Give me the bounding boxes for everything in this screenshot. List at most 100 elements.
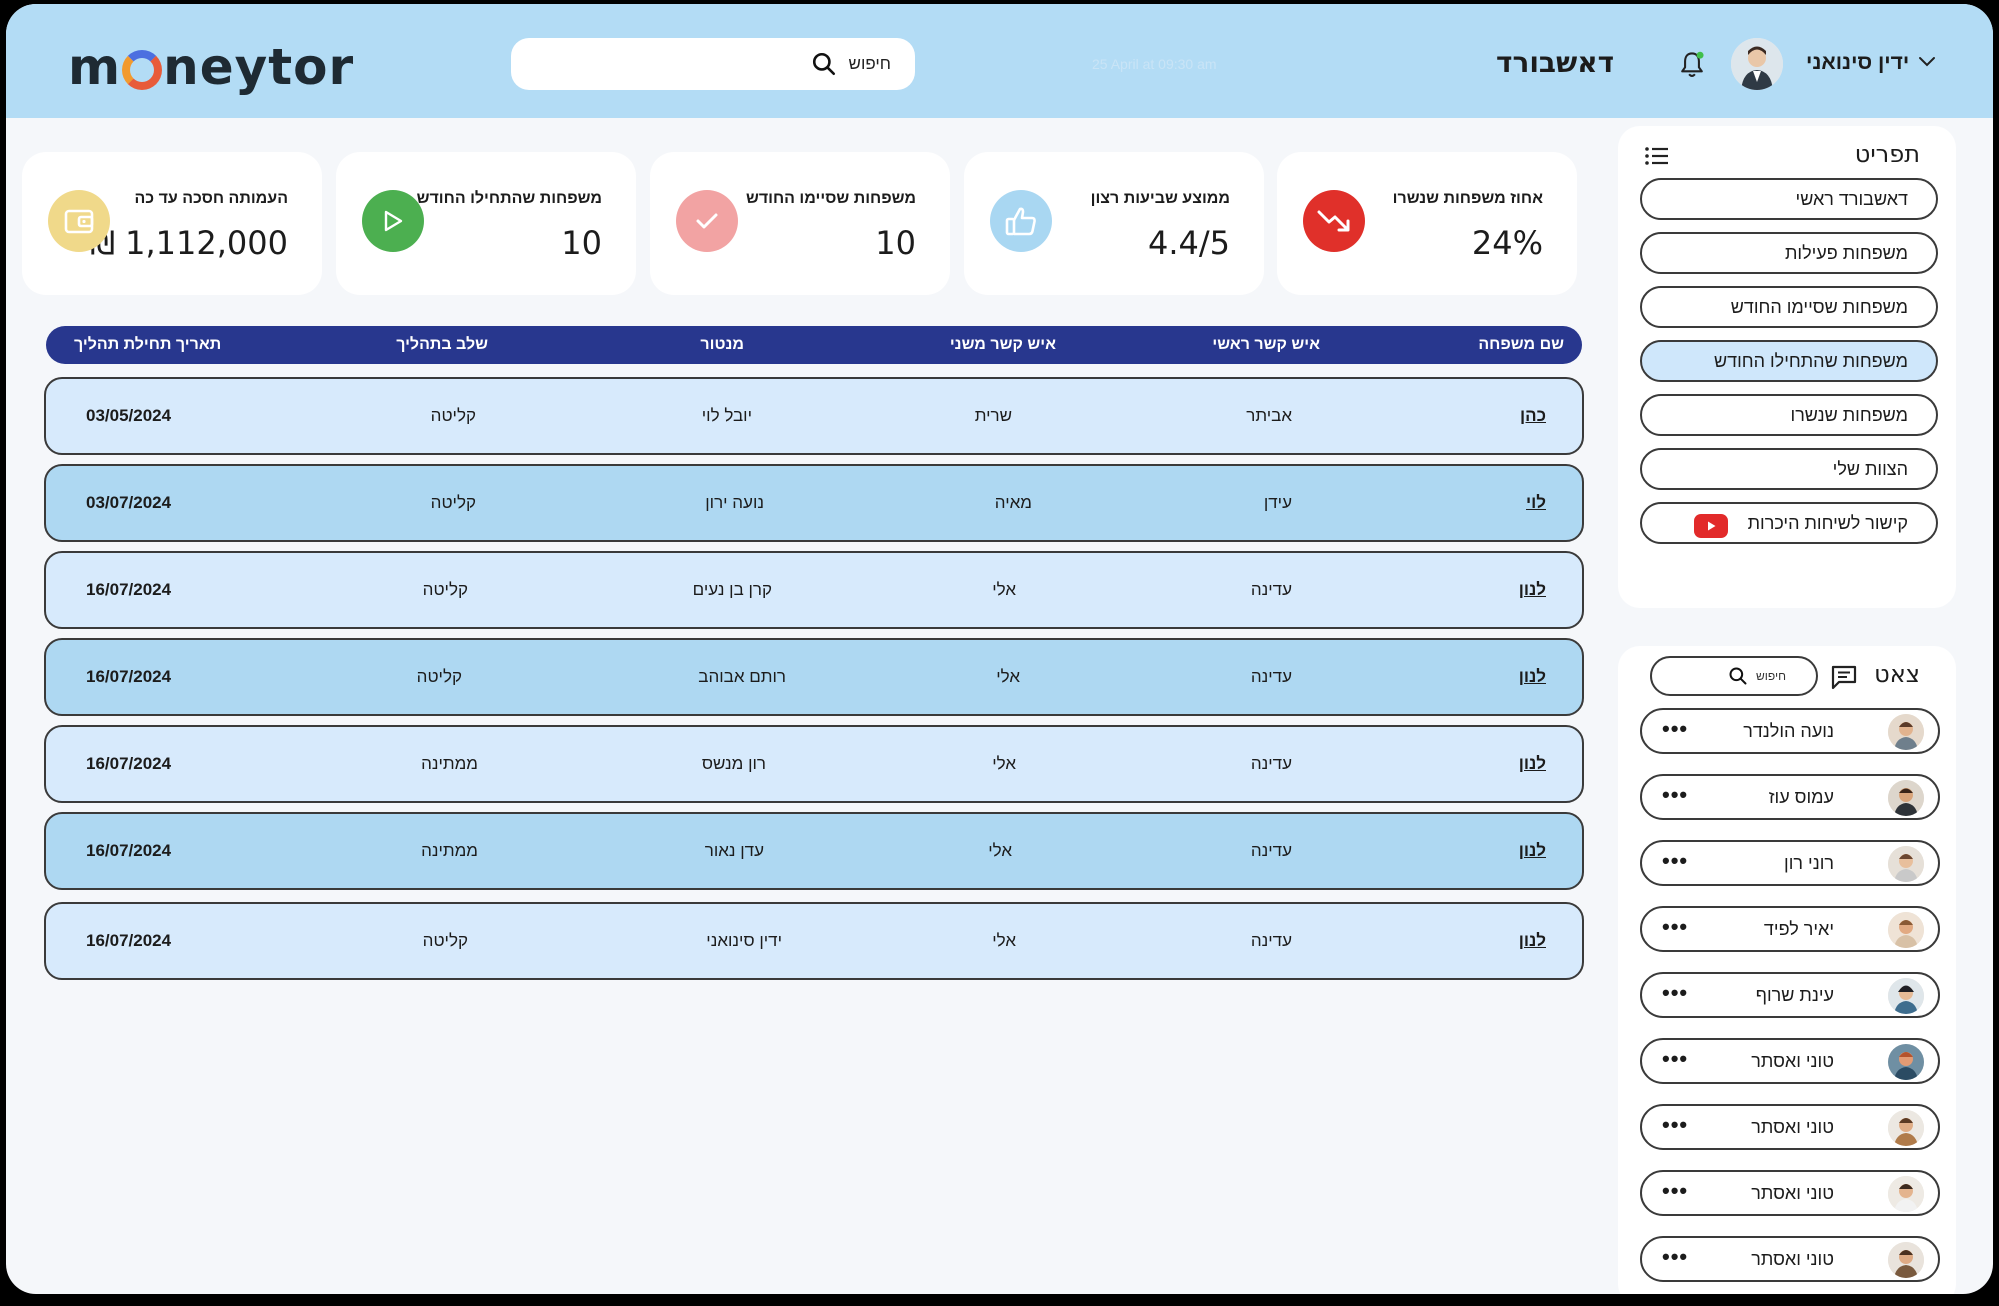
cell-contact2: מאיה [994,493,1032,512]
col-header-family[interactable]: שם משפחה [1478,336,1564,353]
menu-item-active-families[interactable]: משפחות פעילות [1640,232,1938,274]
chat-contact[interactable]: טוני ואסתר ••• [1640,1104,1940,1150]
more-options-icon[interactable]: ••• [1662,782,1689,807]
stat-icon-bg [1303,190,1365,252]
cell-family[interactable]: לנון [1518,580,1546,599]
search-placeholder: חיפוש [848,54,891,73]
page-title: דאשבורד [1496,46,1615,79]
more-options-icon[interactable]: ••• [1662,848,1689,873]
chat-contact[interactable]: טוני ואסתר ••• [1640,1038,1940,1084]
stat-icon-bg [48,190,110,252]
contact-avatar [1888,1110,1924,1146]
menu-item-label: משפחות שנשרו [1790,404,1908,425]
col-header-contact1[interactable]: איש קשר ראשי [1212,336,1320,353]
menu-item-main-dashboard[interactable]: דאשבורד ראשי [1640,178,1938,220]
user-avatar[interactable] [1731,38,1783,90]
search-input[interactable]: חיפוש [511,38,915,90]
cell-start: 16/07/2024 [86,754,172,773]
stat-label: העמותה חסכה עד כה [134,190,288,207]
stat-value: 10 [561,224,602,262]
cell-contact2: שרית [974,406,1012,425]
table-row[interactable]: כהן אביתר שרית יובל לוי קליטה 03/05/2024 [44,377,1584,455]
cell-family[interactable]: לנון [1518,931,1546,950]
cell-family[interactable]: לוי [1526,493,1546,512]
cell-start: 16/07/2024 [86,841,172,860]
more-options-icon[interactable]: ••• [1662,914,1689,939]
trend-down-icon [1317,210,1350,232]
menu-title: תפריט [1854,140,1920,168]
cell-family[interactable]: לנון [1518,667,1546,686]
cell-contact1: עדינה [1250,580,1292,599]
chat-contact[interactable]: עמוס עוז ••• [1640,774,1940,820]
cell-contact2: אלי [992,580,1016,599]
stat-icon-bg [676,190,738,252]
table-row[interactable]: לנון עדינה אלי קרן בן נעים קליטה 16/07/2… [44,551,1584,629]
stat-value: 24% [1471,224,1543,262]
contact-avatar-icon [1888,912,1924,948]
chat-search-placeholder: חיפוש [1756,669,1786,683]
contact-name: יאיר לפיד [1763,919,1834,939]
stat-label: משפחות שהתחילו החודש [416,190,602,207]
chat-contact[interactable]: טוני ואסתר ••• [1640,1170,1940,1216]
contact-name: רוני רון [1784,853,1834,873]
menu-item-dropout-families[interactable]: משפחות שנשרו [1640,394,1938,436]
chat-bubble-icon[interactable] [1830,664,1858,690]
cell-mentor: עדן נאור [704,841,764,860]
table-row[interactable]: לנון עדינה אלי רון מנשס ממתינה 16/07/202… [44,725,1584,803]
cell-mentor: ידין סינואני [706,931,782,950]
stat-card-finished: משפחות שסיימו החודש 10 [650,152,950,295]
table-row[interactable]: לנון עדינה אלי עדן נאור ממתינה 16/07/202… [44,812,1584,890]
logo-ring-icon [122,50,163,90]
col-header-contact2[interactable]: איש קשר משני [949,336,1056,353]
menu-item-label: קישור לשיחות היכרות [1747,512,1908,533]
menu-item-my-team[interactable]: הצוות שלי [1640,448,1938,490]
chat-contact[interactable]: נועה הולנדר ••• [1640,708,1940,754]
cell-contact1: עידן [1263,493,1292,512]
contact-avatar-icon [1888,780,1924,816]
cell-start: 16/07/2024 [86,667,172,686]
more-options-icon[interactable]: ••• [1662,1178,1689,1203]
app-frame: m neytor חיפוש 25 April at 09:30 am דאשב… [6,4,1993,1294]
contact-name: עמוס עוז [1768,787,1834,807]
more-options-icon[interactable]: ••• [1662,1244,1689,1269]
menu-item-started-families[interactable]: משפחות שהתחילו החודש [1640,340,1938,382]
user-name[interactable]: ידין סינואני [1806,51,1910,74]
chat-contact[interactable]: רוני רון ••• [1640,840,1940,886]
contact-avatar [1888,1176,1924,1212]
cell-family[interactable]: לנון [1518,754,1546,773]
menu-item-intro-calls-link[interactable]: קישור לשיחות היכרות [1640,502,1938,544]
chat-search-input[interactable]: חיפוש [1650,656,1818,696]
table-row[interactable]: לוי עידן מאיה נועה ירון קליטה 03/07/2024 [44,464,1584,542]
col-header-stage[interactable]: שלב בתהליך [396,336,488,353]
list-icon[interactable] [1644,146,1670,166]
chat-contact[interactable]: טוני ואסתר ••• [1640,1236,1940,1282]
play-icon [384,210,403,232]
cell-contact1: אביתר [1246,406,1292,425]
table-row[interactable]: לנון עדינה אלי ידין סינואני קליטה 16/07/… [44,902,1584,980]
more-options-icon[interactable]: ••• [1662,716,1689,741]
table-row[interactable]: לנון עדינה אלי רותם אבוהב קליטה 16/07/20… [44,638,1584,716]
chevron-down-icon[interactable] [1918,56,1936,68]
more-options-icon[interactable]: ••• [1662,1112,1689,1137]
cell-contact1: עדינה [1250,931,1292,950]
more-options-icon[interactable]: ••• [1662,1046,1689,1071]
cell-family[interactable]: כהן [1519,406,1546,425]
contact-name: נועה הולנדר [1743,721,1834,741]
stat-value: 10 [875,224,916,262]
contact-avatar [1888,714,1924,750]
col-header-start[interactable]: תאריך תחילת תהליך [74,336,222,353]
logo[interactable]: m neytor [68,38,354,96]
bell-icon[interactable] [1678,50,1706,80]
chat-contact[interactable]: יאיר לפיד ••• [1640,906,1940,952]
cell-contact1: עדינה [1250,754,1292,773]
more-options-icon[interactable]: ••• [1662,980,1689,1005]
menu-item-finished-families[interactable]: משפחות שסיימו החודש [1640,286,1938,328]
cell-stage: קליטה [430,406,476,425]
col-header-mentor[interactable]: מנטור [700,336,744,353]
cell-family[interactable]: לנון [1518,841,1546,860]
contact-name: טוני ואסתר [1751,1183,1834,1203]
cell-stage: ממתינה [421,754,478,773]
chat-contact[interactable]: עינת שרוף ••• [1640,972,1940,1018]
stat-label: ממוצע שביעות רצון [1090,190,1230,207]
side-menu: תפריט דאשבורד ראשי משפחות פעילות משפחות … [1618,126,1956,608]
